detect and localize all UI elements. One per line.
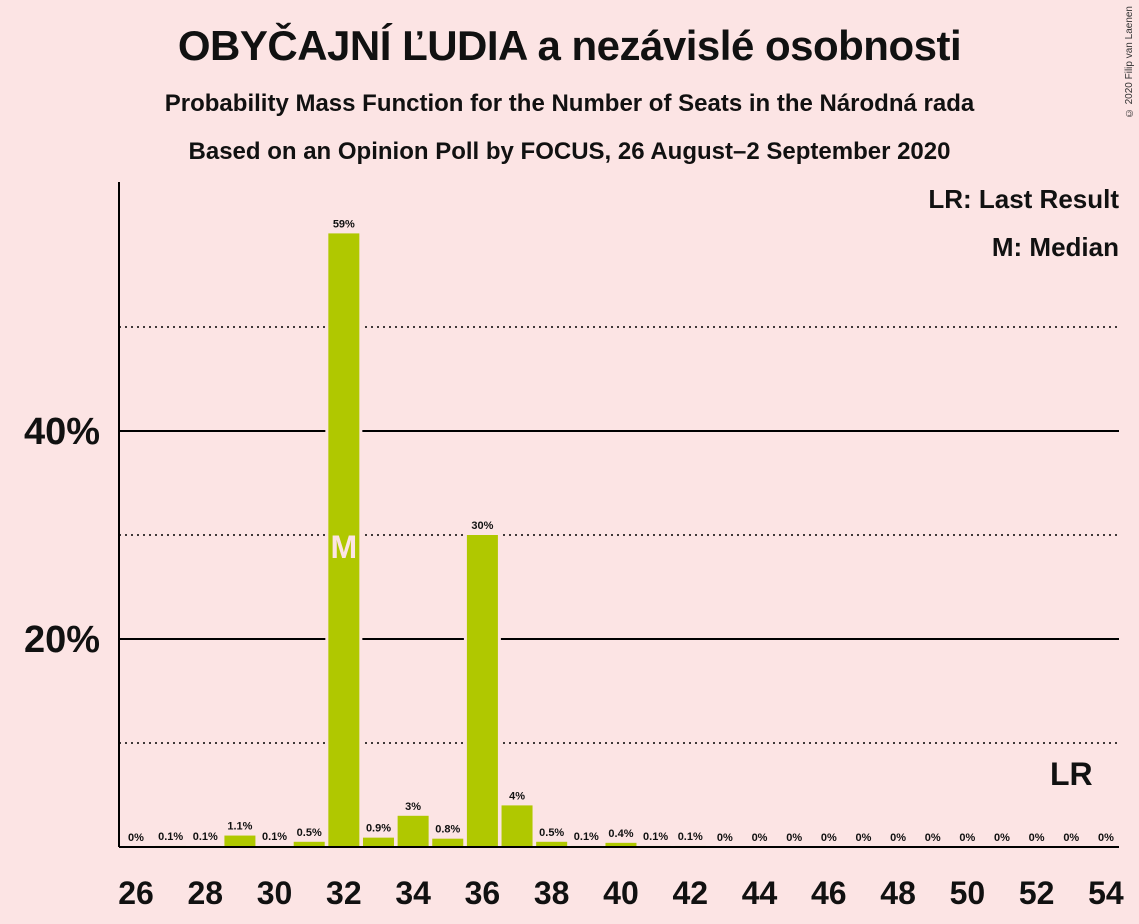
bar-value-label: 0% — [1029, 832, 1045, 844]
bar-seat-29 — [224, 835, 256, 847]
bar-outline — [637, 842, 675, 847]
bar-value-label: 0.1% — [574, 831, 599, 843]
bar-seat-31 — [293, 841, 325, 847]
x-tick-label: 26 — [118, 875, 154, 911]
bar-value-label: 0% — [128, 832, 144, 844]
x-tick-label: 44 — [742, 875, 778, 911]
x-tick-label: 34 — [395, 875, 431, 911]
last-result-marker: LR — [1050, 756, 1093, 792]
bar-value-label: 0.4% — [608, 828, 633, 840]
bar-value-label: 0.1% — [158, 831, 183, 843]
x-tick-label: 40 — [603, 875, 639, 911]
x-tick-label: 52 — [1019, 875, 1055, 911]
bar-seat-35 — [432, 838, 464, 847]
bar-outline — [567, 842, 605, 847]
bar-value-label: 0% — [959, 832, 975, 844]
bar-value-label: 0.8% — [435, 824, 460, 836]
median-marker: M — [331, 529, 358, 565]
x-tick-label: 46 — [811, 875, 847, 911]
bar-value-label: 0.1% — [678, 831, 703, 843]
bar-outline — [152, 842, 190, 847]
x-tick-label: 36 — [465, 875, 501, 911]
bar-value-label: 0% — [890, 832, 906, 844]
chart-subtitle: Probability Mass Function for the Number… — [164, 90, 975, 117]
bar-value-label: 0.1% — [262, 831, 287, 843]
bar-value-label: 30% — [471, 520, 493, 532]
bar-value-label: 0% — [752, 832, 768, 844]
bar-value-label: 0% — [855, 832, 871, 844]
bar-value-label: 1.1% — [227, 821, 252, 833]
bar-seat-33 — [362, 837, 394, 847]
bar-seat-40 — [605, 842, 637, 847]
x-tick-label: 54 — [1088, 875, 1124, 911]
bar-value-label: 0% — [994, 832, 1010, 844]
bar-value-label: 0% — [925, 832, 941, 844]
legend-median: M: Median — [991, 232, 1119, 262]
bar-seat-32 — [328, 233, 360, 847]
bar-seat-37 — [501, 805, 533, 847]
bar-seat-34 — [397, 815, 429, 847]
x-tick-label: 48 — [880, 875, 916, 911]
bar-outline — [256, 842, 294, 847]
bar-value-label: 0% — [1063, 832, 1079, 844]
bar-value-label: 0.5% — [539, 827, 564, 839]
bar-outline — [671, 842, 709, 847]
bar-value-label: 3% — [405, 801, 421, 813]
x-tick-label: 28 — [187, 875, 223, 911]
x-tick-label: 30 — [257, 875, 293, 911]
bar-value-label: 0.1% — [193, 831, 218, 843]
bar-value-label: 0% — [1098, 832, 1114, 844]
chart-source-line: Based on an Opinion Poll by FOCUS, 26 Au… — [188, 138, 951, 165]
x-tick-label: 50 — [950, 875, 986, 911]
bar-value-label: 0.9% — [366, 823, 391, 835]
bar-value-label: 0% — [717, 832, 733, 844]
x-tick-label: 32 — [326, 875, 362, 911]
bar-value-label: 0.1% — [643, 831, 668, 843]
chart-title: OBYČAJNÍ ĽUDIA a nezávislé osobnosti — [177, 22, 962, 69]
bar-value-label: 4% — [509, 790, 525, 802]
bar-value-label: 59% — [333, 218, 355, 230]
bar-value-label: 0.5% — [297, 827, 322, 839]
bar-value-label: 0% — [786, 832, 802, 844]
bar-seat-36 — [466, 535, 498, 847]
y-tick-label: 20% — [24, 619, 100, 661]
legend-last-result: LR: Last Result — [928, 184, 1119, 214]
y-tick-label: 40% — [24, 411, 100, 453]
x-tick-label: 38 — [534, 875, 570, 911]
bar-outline — [186, 842, 224, 847]
x-tick-label: 42 — [672, 875, 708, 911]
bar-value-label: 0% — [821, 832, 837, 844]
bar-seat-38 — [536, 841, 568, 847]
